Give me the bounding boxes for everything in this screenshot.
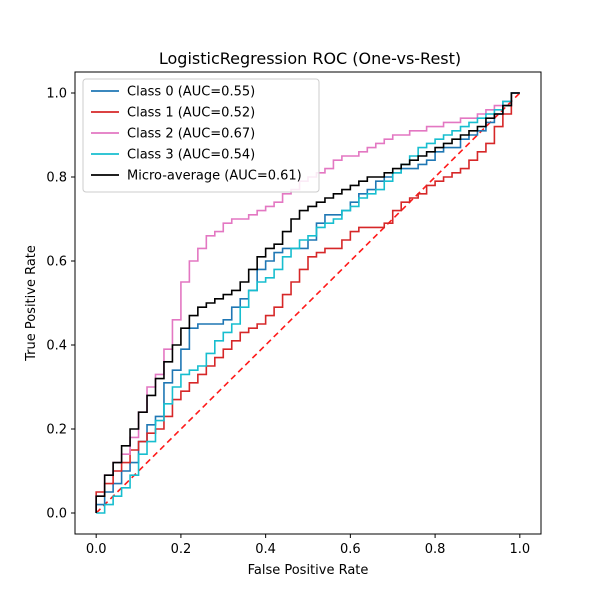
y-axis-label: True Positive Rate bbox=[24, 245, 39, 362]
axes-frame bbox=[74, 71, 542, 535]
roc-curve-series-1 bbox=[95, 92, 520, 513]
y-tick-label: 0.8 bbox=[46, 171, 67, 186]
roc-curve-series-0 bbox=[95, 92, 520, 513]
y-tick-label: 0.2 bbox=[46, 423, 67, 438]
roc-curve-series-4 bbox=[95, 92, 520, 513]
legend-entry: Class 1 (AUC=0.52) bbox=[127, 106, 255, 121]
x-axis: 0.0 0.2 0.4 0.6 0.8 1.0 bbox=[86, 534, 530, 557]
x-tick-label: 1.0 bbox=[509, 542, 530, 557]
legend-entry: Class 0 (AUC=0.55) bbox=[127, 85, 255, 100]
y-tick-label: 0.4 bbox=[46, 339, 67, 354]
legend-entry: Class 3 (AUC=0.54) bbox=[127, 148, 255, 163]
y-tick-label: 1.0 bbox=[46, 87, 67, 102]
x-axis-label: False Positive Rate bbox=[248, 563, 369, 578]
x-tick-label: 0.8 bbox=[425, 542, 446, 557]
legend-entry: Micro-average (AUC=0.61) bbox=[127, 169, 302, 184]
y-tick-label: 0.0 bbox=[46, 507, 67, 522]
legend: Class 0 (AUC=0.55) Class 1 (AUC=0.52) Clas… bbox=[82, 78, 320, 193]
chart-title: LogisticRegression ROC (One-vs-Rest) bbox=[159, 49, 461, 68]
x-tick-label: 0.0 bbox=[86, 542, 107, 557]
y-axis: 0.0 0.2 0.4 0.6 0.8 1.0 bbox=[46, 87, 75, 522]
y-tick-label: 0.6 bbox=[46, 255, 67, 270]
x-tick-label: 0.6 bbox=[340, 542, 361, 557]
x-tick-label: 0.4 bbox=[255, 542, 276, 557]
x-tick-label: 0.2 bbox=[171, 542, 192, 557]
legend-box bbox=[82, 78, 320, 193]
legend-entry: Class 2 (AUC=0.67) bbox=[127, 127, 255, 142]
roc-curve-series-3 bbox=[96, 92, 520, 514]
